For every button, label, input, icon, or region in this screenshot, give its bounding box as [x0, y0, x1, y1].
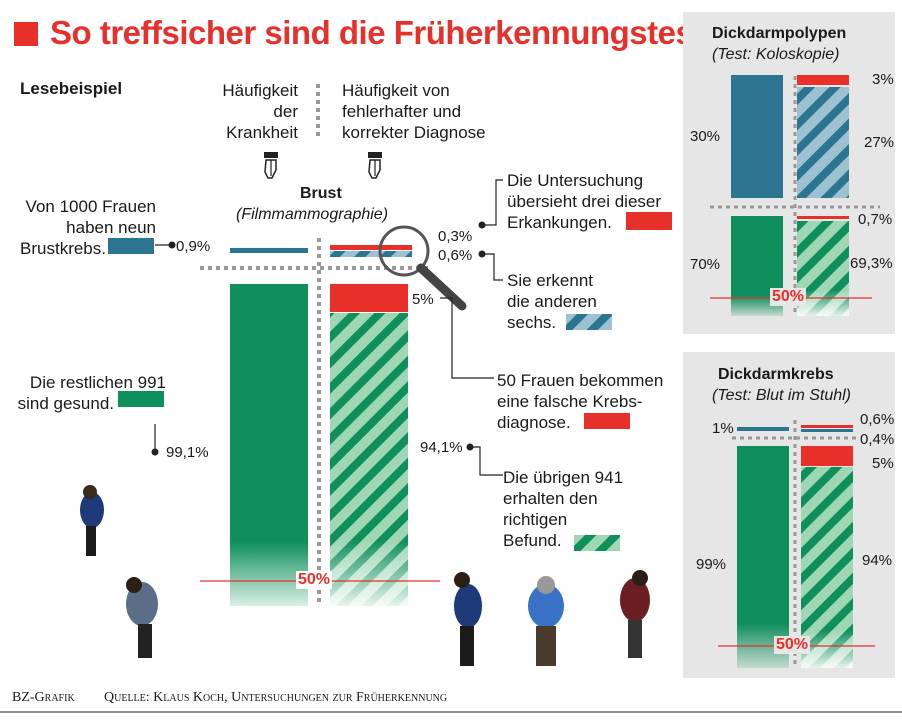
colon-false-pos-bar: [801, 446, 853, 466]
breast-healthy-bar: [230, 284, 308, 606]
polyps-false-pos-bar: [797, 216, 849, 219]
legend-healthy-swatch: [118, 391, 164, 407]
breast-subtitle: (Filmmammographie): [236, 206, 389, 223]
breast-title: Brust: [300, 185, 342, 202]
breast-detect-bar: [330, 251, 412, 257]
breast-miss-text: Die Untersuchung übersieht drei dieser E…: [507, 171, 662, 232]
polyps-detect-pct: 27%: [864, 134, 895, 151]
footer-credit: BZ-Grafik: [12, 690, 75, 705]
colon-miss-pct: 0,6%: [860, 411, 895, 428]
breast-miss-bar: [330, 245, 412, 250]
person-figure-icon: [80, 485, 104, 556]
polyps-subtitle: (Test: Koloskopie): [712, 46, 840, 63]
col-left-header: Häufigkeit der Krankheit: [222, 81, 298, 142]
breast-true-neg-text: Die übrigen 941 erhalten den richtigen B…: [503, 468, 624, 550]
pointing-hand-icon: [264, 152, 278, 179]
colon-miss-bar: [801, 425, 853, 428]
footer-source: Quelle: Klaus Koch, Untersuchungen zur F…: [104, 690, 448, 705]
person-figure-icon: [620, 570, 650, 658]
breast-sick-bar: [230, 248, 308, 253]
breast-detect-pct: 0,6%: [438, 247, 473, 264]
col-right-header: Häufigkeit von fehlerhafter und korrekte…: [342, 81, 486, 142]
breast-false-pos-pct: 5%: [412, 291, 434, 308]
polyps-sick-pct: 30%: [690, 128, 721, 145]
colon-healthy-pct: 99%: [696, 556, 727, 573]
legend-sick-swatch: [108, 238, 154, 254]
legend-miss-swatch: [626, 212, 672, 230]
polyps-title: Dickdarmpolypen: [712, 25, 847, 42]
polyps-healthy-pct: 70%: [690, 256, 721, 273]
polyps-fifty-label: 50%: [770, 288, 807, 306]
polyps-miss-bar: [797, 75, 849, 85]
breast-true-neg-pct: 94,1%: [420, 439, 463, 456]
colon-sick-pct: 1%: [712, 420, 734, 437]
colon-healthy-bar: [737, 446, 789, 668]
pointing-hand-icon: [368, 152, 382, 179]
title-square-icon: [14, 22, 38, 46]
colon-sick-bar: [737, 427, 789, 431]
breast-fifty-label: 50%: [296, 571, 333, 589]
colon-title: Dickdarmkrebs: [718, 366, 834, 383]
breast-healthy-text: Die restlichen 991 sind gesund.: [17, 373, 166, 413]
polyps-miss-pct: 3%: [872, 71, 894, 88]
magnifier-icon: [378, 225, 430, 277]
colon-false-pos-pct: 5%: [872, 455, 894, 472]
colon-detect-bar: [801, 429, 853, 432]
breast-detect-text: Sie erkennt die anderen sechs.: [507, 271, 597, 332]
colon-fifty-label: 50%: [774, 636, 811, 654]
legend-true-neg-swatch: [574, 535, 620, 551]
breast-miss-pct: 0,3%: [438, 228, 473, 245]
colon-true-neg-pct: 94%: [862, 552, 893, 569]
legend-detect-swatch: [566, 314, 612, 330]
person-figure-icon: [126, 577, 158, 658]
breast-false-pos-text: 50 Frauen bekommen eine falsche Krebs- d…: [497, 371, 664, 432]
polyps-sick-bar: [731, 75, 783, 198]
breast-healthy-pct: 99,1%: [166, 444, 209, 461]
colon-detect-pct: 0,4%: [860, 431, 895, 448]
polyps-false-pos-pct: 0,7%: [858, 211, 893, 228]
polyps-true-neg-pct: 69,3%: [850, 255, 893, 272]
legend-false-pos-swatch: [584, 413, 630, 429]
reading-example-label: Lesebeispiel: [20, 79, 123, 98]
page-title: So treffsicher sind die Früherkennungste…: [50, 14, 722, 51]
polyps-detect-bar: [797, 87, 849, 198]
polyps-panel: [683, 12, 895, 334]
colon-subtitle: (Test: Blut im Stuhl): [712, 387, 852, 404]
breast-sick-pct: 0,9%: [176, 238, 211, 255]
breast-sick-text: Von 1000 Frauen haben neun Brustkrebs.: [20, 197, 156, 258]
person-figure-icon: [528, 576, 564, 666]
breast-false-pos-bar: [330, 284, 408, 312]
person-figure-icon: [454, 572, 482, 666]
